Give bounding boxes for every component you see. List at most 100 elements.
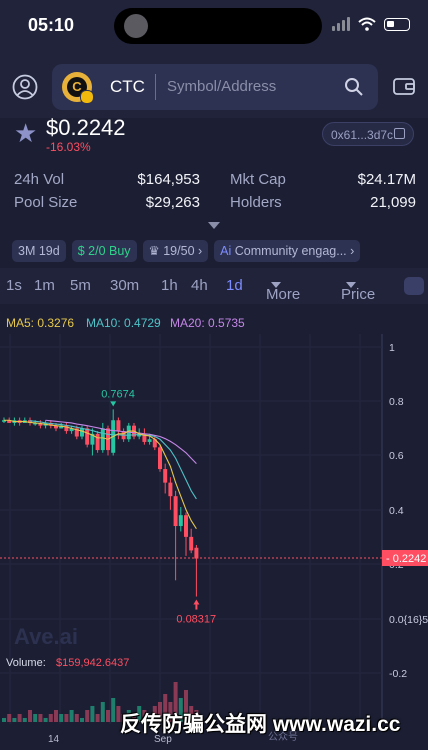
candle-body [38,422,43,426]
tab-1m[interactable]: 1m [34,277,55,294]
wallet-icon[interactable] [392,74,416,98]
divider [155,74,156,100]
y-tick-label: 0.8 [389,396,404,408]
candle-body [173,496,178,527]
volume-bar [74,714,79,722]
tab-30m[interactable]: 30m [110,277,140,294]
ma5-label: MA5: 0.3276 [6,316,75,330]
mcap-value: $24.17M [357,171,416,188]
status-time: 05:10 [28,15,75,35]
price-change: -16.03% [46,140,91,154]
chevron-down-icon [271,282,281,288]
candle-body [74,428,79,437]
candle-body [100,428,105,451]
money-bag-icon: $ [77,244,85,258]
x-tick-label: Sep [154,734,172,745]
flashlight-icon [124,14,148,38]
y-tick-label: 0.6 [389,450,404,462]
ma10-label: MA10: 0.4729 [86,316,161,330]
ma20-line [45,419,197,465]
copy-icon[interactable] [394,128,405,139]
candle-body [69,428,74,432]
price-dropdown[interactable]: Price [341,277,375,303]
volume-bar [54,710,58,722]
candle-body [116,420,121,432]
more-dropdown[interactable]: More [266,277,300,303]
tab-4h[interactable]: 4h [191,277,208,294]
volume-bar [69,710,74,722]
candle-body [178,515,183,527]
timeframe-toolbar: 1s 1m 5m 30m 1h 4h 1d More Price [0,268,428,304]
candlestick-chart: 10.80.60.40.20.0{16}5-0.20.76740.08317- … [0,334,428,745]
candle-body [163,469,168,483]
volume-bar [111,698,116,722]
favorite-star-icon[interactable]: ★ [14,118,38,148]
contract-address-button[interactable]: 0x61...3d7c [322,122,414,146]
candle-body [95,433,100,451]
volume-label: Volume: [6,657,46,669]
y-tick-label: 1 [389,342,395,354]
ma5-line [4,419,197,530]
status-icons [332,17,410,31]
signal-icon [332,17,350,31]
mcap-label: Mkt Cap [230,171,286,188]
tab-1d[interactable]: 1d [226,277,243,294]
vol-label: 24h Vol [14,171,65,188]
search-input[interactable]: Symbol/Address [167,78,277,95]
candle-body [142,433,147,442]
y-tick-label: -0.2 [389,668,407,680]
tab-5m[interactable]: 5m [70,277,91,294]
rank-tag[interactable]: ♛ 19/50 › [142,240,209,262]
volume-bar [22,718,27,722]
high-marker [110,401,117,407]
buy-tag[interactable]: $ 2/0 Buy [71,240,137,262]
candle-body [7,420,12,423]
ave-watermark: Ave.ai [14,624,79,649]
tag-row: 3M 19d $ 2/0 Buy ♛ 19/50 › Ai Community … [12,240,361,262]
volume-bar [163,694,168,722]
top-nav: C CTC Symbol/Address [0,50,428,118]
battery-icon [384,17,410,31]
candle-body [147,439,152,442]
volume-bar [152,706,157,722]
x-tick-label: 14 [48,734,60,745]
age-tag[interactable]: 3M 19d [12,240,66,262]
indicator-settings-icon[interactable] [404,277,424,295]
volume-bar [194,710,199,722]
current-price-label: - 0.2242 [386,553,426,565]
price-chart[interactable]: MA5: 0.3276 MA10: 0.4729 MA20: 0.5735 Av… [0,304,428,750]
volume-bar [100,702,105,722]
candle-body [184,515,188,537]
volume-bar [142,710,147,722]
volume-bar [178,698,183,722]
candle-body [90,433,95,445]
candle-body [168,482,173,497]
holders-value: 21,099 [370,194,416,211]
volume-bar [168,702,173,722]
volume-bar [7,714,12,722]
volume-bar [17,714,22,722]
volume-bar [95,714,100,722]
search-icon[interactable] [344,77,364,97]
wifi-icon [358,17,376,31]
community-tag[interactable]: Ai Community engag... › [214,240,361,262]
ma10-line [29,420,197,500]
volume-bar [184,690,188,722]
volume-value: $159,942.6437 [56,657,129,669]
low-price-label: 0.08317 [176,614,216,626]
tab-1h[interactable]: 1h [161,277,178,294]
volume-bar [33,714,38,722]
vol-value: $164,953 [137,171,200,188]
volume-bar [38,714,43,722]
candle-body [54,425,58,429]
volume-bar [147,714,152,722]
volume-bar [64,714,69,722]
user-icon[interactable] [12,74,38,100]
tab-1s[interactable]: 1s [6,277,22,294]
expand-stats-chevron-icon[interactable] [208,222,220,229]
token-symbol: CTC [110,77,145,96]
volume-bar [116,706,121,722]
candle-body [59,425,64,429]
token-search-bar[interactable]: C CTC Symbol/Address [52,64,378,110]
candle-body [85,428,90,445]
